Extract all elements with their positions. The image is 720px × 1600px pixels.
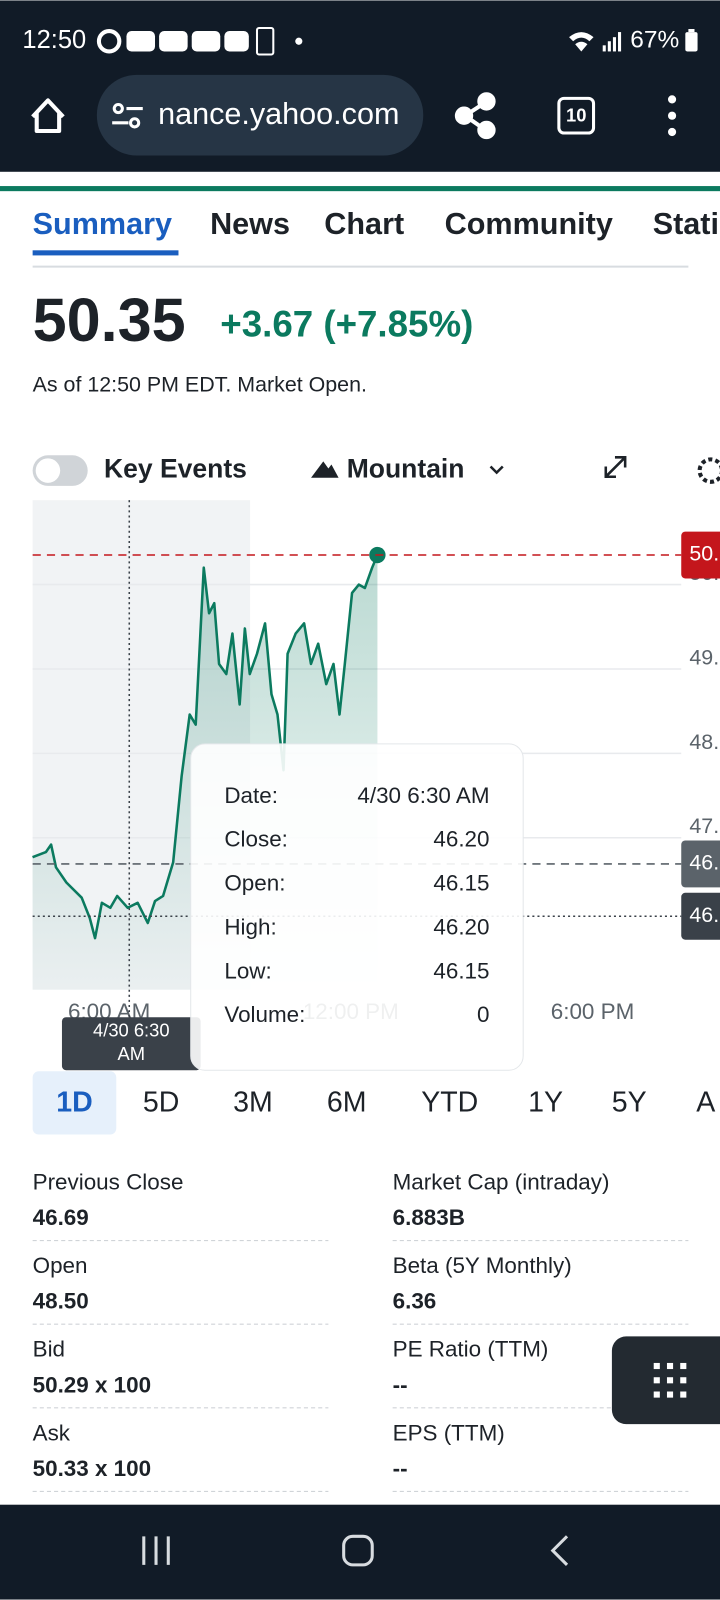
stat-label: Open: [33, 1253, 88, 1278]
menu-button[interactable]: [667, 95, 677, 137]
stat-label: Previous Close: [33, 1169, 184, 1194]
apps-icon: [653, 1362, 687, 1398]
status-time: 12:50: [22, 26, 86, 54]
stat-label: PE Ratio (TTM): [393, 1337, 549, 1362]
stats: Previous Close 46.69 Open 48.50 Bid 50.29 x 1…: [33, 1169, 689, 1492]
stat-value: 6.36: [393, 1289, 437, 1314]
toggle-knob: [35, 458, 61, 483]
tooltip-key: Date:: [224, 783, 278, 808]
range-button[interactable]: 1Y: [528, 1086, 563, 1118]
nav-tab[interactable]: Community: [445, 207, 613, 241]
expand-button[interactable]: [604, 456, 627, 478]
reference-label: 46.: [689, 851, 719, 875]
tooltip-value: 46.15: [433, 871, 489, 896]
nav-tab[interactable]: Stati: [653, 207, 719, 241]
tooltip-value: 46.20: [433, 827, 489, 852]
nav-tab[interactable]: Summary: [33, 207, 172, 241]
url-bar[interactable]: [96, 74, 424, 156]
stat-value: 50.29 x 100: [33, 1372, 151, 1397]
chart-type-chevron[interactable]: [489, 465, 504, 475]
y-tick-label: 49.: [689, 645, 719, 669]
stat-value: --: [393, 1372, 408, 1397]
url-text[interactable]: nance.yahoo.com: [158, 97, 399, 131]
active-tab-indicator: [32, 250, 179, 256]
range-button[interactable]: 1D: [56, 1086, 93, 1118]
tooltip-key: High:: [224, 914, 276, 939]
stat-value: 6.883B: [393, 1205, 465, 1230]
stat-label: Market Cap (intraday): [393, 1169, 610, 1194]
tooltip-value: 0: [477, 1002, 489, 1027]
reference-label: 50.: [689, 542, 719, 566]
stat-value: 48.50: [33, 1289, 89, 1314]
recents-button[interactable]: [142, 1536, 170, 1565]
mountain-icon[interactable]: [311, 461, 339, 478]
tooltip-key: Low:: [224, 958, 271, 983]
price: 50.35: [33, 286, 186, 354]
range-button[interactable]: 6M: [327, 1086, 367, 1118]
range-button[interactable]: A: [696, 1086, 715, 1118]
reference-badge: [681, 840, 720, 888]
home-nav-button[interactable]: [342, 1534, 374, 1567]
site-settings-icon[interactable]: [112, 102, 143, 129]
stat-value: --: [393, 1456, 408, 1481]
tab-count[interactable]: 10: [566, 105, 586, 126]
settings-button[interactable]: [697, 457, 720, 484]
as-of: As of 12:50 PM EDT. Market Open.: [33, 373, 367, 397]
x-tick-label: 6:00 PM: [551, 999, 635, 1024]
range-active: [32, 1071, 117, 1135]
chart-type[interactable]: Mountain: [347, 454, 465, 484]
range-button[interactable]: 3M: [233, 1086, 273, 1118]
nav-tab[interactable]: Chart: [324, 207, 404, 241]
tooltip-key: Open:: [224, 871, 285, 896]
tooltip: [190, 743, 524, 1071]
home-button[interactable]: [31, 98, 65, 134]
tooltip-key: Close:: [224, 827, 288, 852]
reference-badge: [681, 531, 720, 579]
tooltip-value: 46.15: [433, 958, 489, 983]
crosshair-label-wrap: 4/30 6:30 AM: [93, 1020, 170, 1065]
crosshair-label: 4/30 6:30 AM: [93, 1020, 170, 1065]
system-icons: [569, 29, 698, 52]
nav-bar: [0, 1504, 720, 1600]
notification-icons: [96, 26, 303, 56]
back-button[interactable]: [550, 1535, 569, 1566]
stat-value: 46.69: [33, 1205, 89, 1230]
range-button[interactable]: YTD: [421, 1086, 478, 1118]
tooltip-value: 4/30 6:30 AM: [357, 783, 489, 808]
battery-level: 67%: [630, 27, 679, 54]
range-selector: 1D 5D 3M 6M YTD 1Y 5Y A: [56, 1086, 715, 1118]
key-events-label[interactable]: Key Events: [104, 454, 247, 484]
share-button[interactable]: [454, 92, 496, 140]
stat-label: Bid: [33, 1337, 65, 1362]
reference-badge: [681, 892, 720, 940]
price-change: +3.67 (+7.85%): [220, 304, 473, 345]
tabs-button[interactable]: [557, 96, 596, 135]
crosshair-label-box: [61, 1017, 201, 1071]
stat-label: EPS (TTM): [393, 1420, 505, 1445]
apps-button[interactable]: [611, 1336, 720, 1425]
stat-label: Beta (5Y Monthly): [393, 1253, 572, 1278]
accent-line: [0, 186, 720, 192]
stat-label: Ask: [33, 1420, 71, 1445]
y-tick-label: 47.: [689, 814, 719, 838]
tooltip-key: Volume:: [224, 1002, 305, 1027]
range-button[interactable]: 5Y: [612, 1086, 647, 1118]
range-button[interactable]: 5D: [143, 1086, 180, 1118]
reference-label: 46.: [689, 903, 719, 927]
tooltip-value: 46.20: [433, 914, 489, 939]
nav-buttons: [142, 1534, 569, 1567]
nav-tab[interactable]: News: [210, 207, 290, 241]
price-line: [32, 554, 379, 940]
stat-value: 50.33 x 100: [33, 1456, 151, 1481]
tooltip-rows: Date: 4/30 6:30 AM Close: 46.20 Open: 46.15 Hi…: [224, 783, 489, 1027]
y-tick-label: 48.: [689, 730, 719, 754]
